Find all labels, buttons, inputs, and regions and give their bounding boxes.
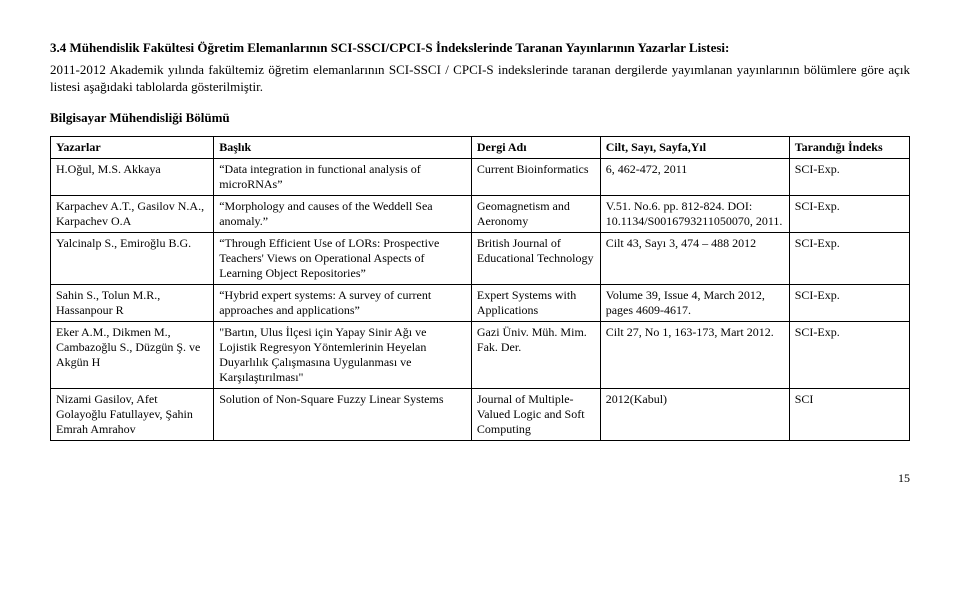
table-row: Sahin S., Tolun M.R., Hassanpour R “Hybr…	[51, 284, 910, 321]
col-header-journal: Dergi Adı	[471, 136, 600, 158]
cell-journal: Expert Systems with Applications	[471, 284, 600, 321]
col-header-index: Tarandığı İndeks	[789, 136, 909, 158]
cell-vol: 6, 462-472, 2011	[600, 158, 789, 195]
cell-index: SCI-Exp.	[789, 284, 909, 321]
cell-vol: Volume 39, Issue 4, March 2012, pages 46…	[600, 284, 789, 321]
cell-title: "Bartın, Ulus İlçesi için Yapay Sinir Ağ…	[214, 321, 472, 388]
cell-index: SCI-Exp.	[789, 321, 909, 388]
cell-vol: Cilt 27, No 1, 163-173, Mart 2012.	[600, 321, 789, 388]
table-row: Nizami Gasilov, Afet Golayoğlu Fatullaye…	[51, 388, 910, 440]
col-header-title: Başlık	[214, 136, 472, 158]
cell-authors: Eker A.M., Dikmen M., Cambazoğlu S., Düz…	[51, 321, 214, 388]
section-heading: 3.4 Mühendislik Fakültesi Öğretim Eleman…	[50, 40, 910, 56]
col-header-authors: Yazarlar	[51, 136, 214, 158]
cell-journal: Journal of Multiple-Valued Logic and Sof…	[471, 388, 600, 440]
cell-index: SCI-Exp.	[789, 195, 909, 232]
subsection-heading: Bilgisayar Mühendisliği Bölümü	[50, 110, 910, 126]
cell-authors: Sahin S., Tolun M.R., Hassanpour R	[51, 284, 214, 321]
cell-title: “Hybrid expert systems: A survey of curr…	[214, 284, 472, 321]
col-header-vol: Cilt, Sayı, Sayfa,Yıl	[600, 136, 789, 158]
cell-authors: Yalcinalp S., Emiroğlu B.G.	[51, 232, 214, 284]
cell-journal: Current Bioinformatics	[471, 158, 600, 195]
cell-vol: Cilt 43, Sayı 3, 474 – 488 2012	[600, 232, 789, 284]
cell-index: SCI-Exp.	[789, 232, 909, 284]
cell-authors: Karpachev A.T., Gasilov N.A., Karpachev …	[51, 195, 214, 232]
table-row: Eker A.M., Dikmen M., Cambazoğlu S., Düz…	[51, 321, 910, 388]
cell-title: Solution of Non-Square Fuzzy Linear Syst…	[214, 388, 472, 440]
intro-paragraph: 2011-2012 Akademik yılında fakültemiz öğ…	[50, 62, 910, 96]
table-row: Yalcinalp S., Emiroğlu B.G. “Through Eff…	[51, 232, 910, 284]
cell-index: SCI	[789, 388, 909, 440]
cell-title: “Through Efficient Use of LORs: Prospect…	[214, 232, 472, 284]
cell-journal: Geomagnetism and Aeronomy	[471, 195, 600, 232]
cell-title: “Morphology and causes of the Weddell Se…	[214, 195, 472, 232]
cell-title: “Data integration in functional analysis…	[214, 158, 472, 195]
cell-journal: British Journal of Educational Technolog…	[471, 232, 600, 284]
cell-index: SCI-Exp.	[789, 158, 909, 195]
page-number: 15	[50, 471, 910, 486]
table-row: H.Oğul, M.S. Akkaya “Data integration in…	[51, 158, 910, 195]
table-header-row: Yazarlar Başlık Dergi Adı Cilt, Sayı, Sa…	[51, 136, 910, 158]
cell-vol: 2012(Kabul)	[600, 388, 789, 440]
cell-journal: Gazi Üniv. Müh. Mim. Fak. Der.	[471, 321, 600, 388]
publications-table: Yazarlar Başlık Dergi Adı Cilt, Sayı, Sa…	[50, 136, 910, 441]
cell-authors: Nizami Gasilov, Afet Golayoğlu Fatullaye…	[51, 388, 214, 440]
cell-vol: V.51. No.6. pp. 812-824. DOI: 10.1134/S0…	[600, 195, 789, 232]
cell-authors: H.Oğul, M.S. Akkaya	[51, 158, 214, 195]
table-row: Karpachev A.T., Gasilov N.A., Karpachev …	[51, 195, 910, 232]
